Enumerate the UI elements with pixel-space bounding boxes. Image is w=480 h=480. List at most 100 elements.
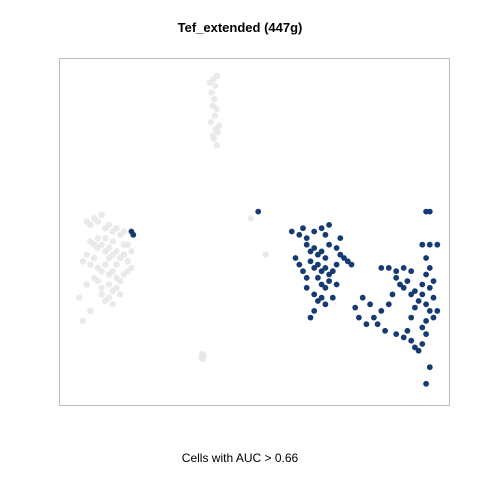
high-auc-point-85 — [419, 281, 426, 288]
low-auc-point-2 — [212, 82, 219, 90]
low-auc-point-65 — [83, 281, 90, 288]
high-auc-point-55 — [397, 281, 403, 288]
high-auc-point-33 — [315, 298, 321, 304]
high-auc-point-82 — [430, 294, 437, 301]
high-auc-point-64 — [363, 321, 370, 328]
high-auc-point-26 — [329, 268, 336, 275]
high-auc-point-23 — [318, 268, 325, 275]
low-auc-point-3 — [214, 72, 221, 80]
high-auc-point-35 — [322, 301, 329, 308]
high-auc-point-94 — [423, 331, 429, 337]
high-auc-point-86 — [423, 271, 429, 278]
high-auc-point-9 — [326, 222, 332, 228]
high-auc-point-6 — [303, 235, 310, 242]
high-auc-point-84 — [430, 278, 437, 284]
high-auc-point-36 — [296, 261, 303, 268]
high-auc-point-34 — [318, 294, 325, 301]
low-auc-point-26 — [120, 228, 128, 235]
high-auc-point-77 — [419, 291, 426, 298]
high-auc-point-32 — [311, 291, 318, 298]
high-auc-point-8 — [318, 225, 325, 232]
high-auc-point-100 — [356, 314, 362, 321]
high-auc-point-18 — [333, 245, 340, 251]
high-auc-point-25 — [326, 271, 332, 278]
high-auc-point-1 — [130, 231, 137, 238]
low-auc-point-46 — [109, 268, 117, 275]
low-auc-point-53 — [98, 284, 105, 291]
high-auc-point-31 — [326, 278, 332, 284]
low-auc-point-36 — [120, 251, 128, 258]
high-auc-point-88 — [423, 255, 429, 261]
high-auc-point-58 — [408, 291, 415, 298]
high-auc-point-72 — [415, 347, 422, 354]
low-auc-point-68 — [102, 234, 109, 242]
low-auc-point-62 — [87, 307, 94, 315]
high-auc-point-39 — [292, 255, 299, 261]
low-auc-point-7 — [213, 105, 220, 113]
low-auc-point-20 — [98, 211, 105, 219]
high-auc-point-11 — [303, 241, 310, 248]
high-auc-point-80 — [430, 314, 437, 321]
low-auc-point-48 — [117, 277, 124, 285]
low-auc-points — [76, 72, 269, 363]
high-auc-point-40 — [337, 235, 344, 242]
chart-title: Tef_extended (447g) — [177, 20, 303, 35]
high-auc-point-12 — [307, 248, 314, 255]
high-auc-point-67 — [393, 331, 400, 337]
low-auc-point-79 — [262, 251, 269, 258]
high-auc-point-61 — [385, 301, 392, 308]
high-auc-point-73 — [419, 341, 426, 347]
low-auc-point-64 — [76, 294, 83, 301]
low-auc-point-37 — [124, 258, 131, 265]
high-auc-point-93 — [419, 324, 426, 331]
high-auc-point-13 — [311, 245, 318, 251]
high-auc-point-56 — [400, 284, 407, 291]
high-auc-point-65 — [374, 321, 381, 328]
high-auc-point-76 — [415, 298, 422, 304]
high-auc-point-51 — [393, 268, 400, 275]
high-auc-point-17 — [326, 241, 332, 248]
high-auc-point-2 — [255, 208, 262, 215]
low-auc-point-41 — [87, 261, 94, 268]
low-auc-point-74 — [105, 254, 113, 262]
low-auc-point-63 — [79, 317, 87, 325]
high-auc-point-99 — [352, 304, 359, 311]
low-auc-point-38 — [128, 248, 135, 255]
high-auc-point-69 — [404, 327, 411, 334]
low-auc-point-52 — [94, 277, 102, 285]
low-auc-point-60 — [109, 301, 117, 308]
high-auc-point-97 — [367, 301, 373, 308]
high-auc-point-27 — [333, 261, 340, 268]
high-auc-point-10 — [322, 231, 329, 238]
high-auc-point-62 — [378, 308, 385, 314]
high-auc-point-20 — [307, 258, 314, 265]
high-auc-point-16 — [322, 255, 329, 261]
high-auc-point-90 — [434, 241, 441, 248]
high-auc-point-96 — [423, 380, 429, 387]
low-auc-point-9 — [207, 119, 215, 126]
low-auc-point-14 — [213, 142, 220, 149]
low-auc-point-17 — [87, 221, 94, 229]
low-auc-point-69 — [109, 238, 117, 245]
high-auc-point-54 — [393, 274, 400, 281]
low-auc-point-12 — [214, 129, 222, 136]
high-auc-point-7 — [311, 228, 318, 235]
high-auc-point-38 — [303, 274, 310, 281]
high-auc-point-42 — [344, 258, 351, 265]
low-auc-point-80 — [247, 215, 254, 222]
high-auc-point-41 — [341, 255, 347, 261]
low-auc-point-4 — [208, 89, 215, 96]
high-auc-point-66 — [382, 327, 388, 334]
low-auc-point-40 — [79, 258, 87, 265]
high-auc-point-75 — [412, 304, 418, 311]
high-auc-point-29 — [318, 281, 325, 288]
high-auc-point-92 — [423, 318, 429, 324]
low-auc-point-57 — [117, 291, 124, 298]
high-auc-point-37 — [300, 268, 306, 275]
low-auc-point-78 — [199, 355, 206, 363]
high-auc-point-45 — [303, 284, 310, 291]
low-auc-point-13 — [210, 135, 217, 142]
high-auc-point-71 — [412, 344, 418, 351]
high-auc-point-59 — [412, 288, 418, 294]
high-auc-point-22 — [315, 261, 321, 268]
